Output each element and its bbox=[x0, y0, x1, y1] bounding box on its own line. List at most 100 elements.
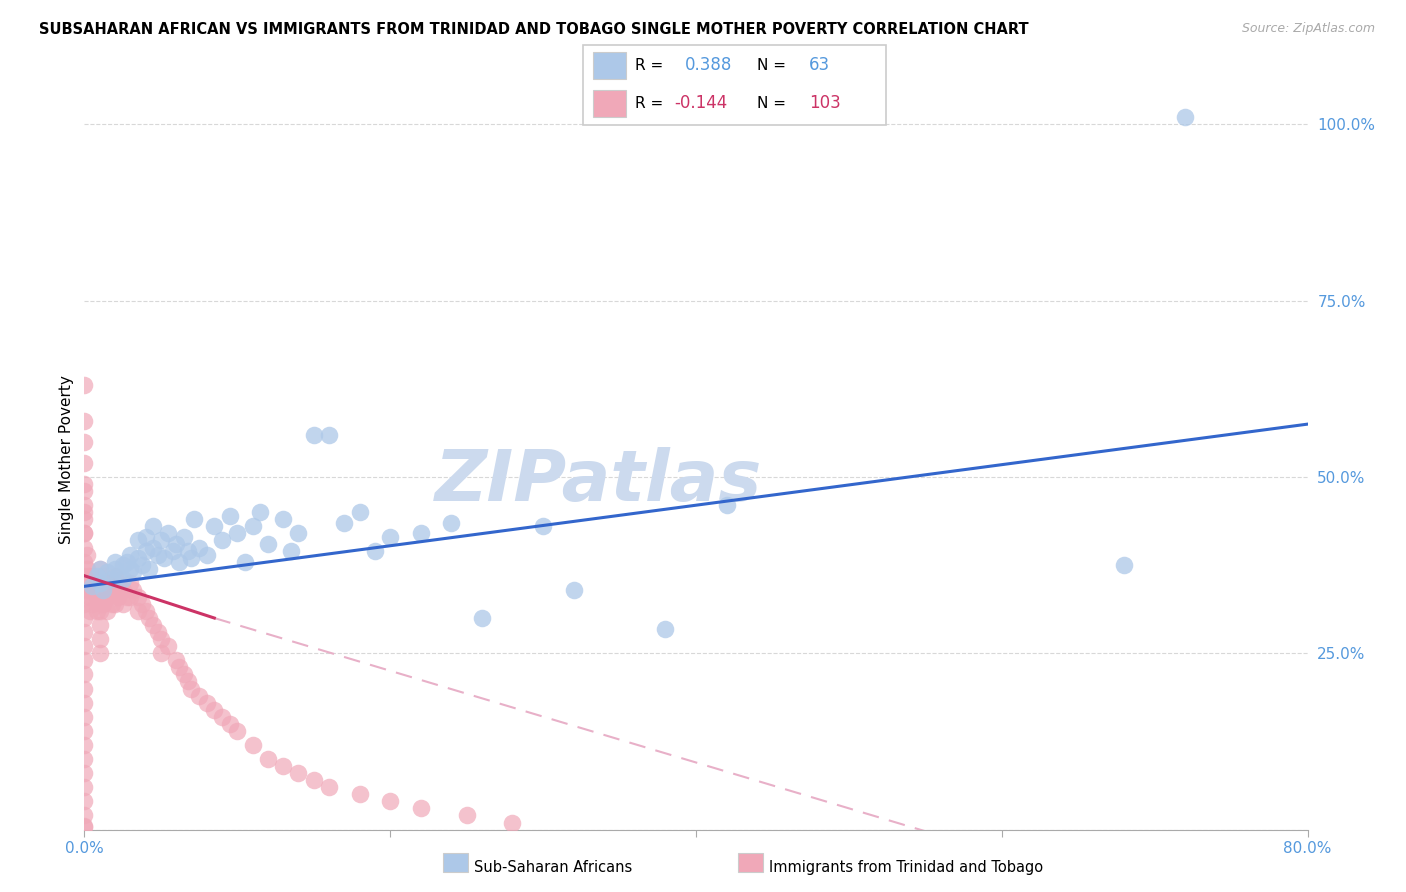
Point bbox=[122, 582, 145, 597]
Point bbox=[349, 505, 371, 519]
Point bbox=[271, 512, 294, 526]
Point bbox=[86, 575, 108, 590]
Point bbox=[96, 590, 118, 604]
Point bbox=[149, 646, 172, 660]
Point bbox=[165, 537, 187, 551]
Point bbox=[101, 597, 124, 611]
Point bbox=[165, 653, 187, 667]
Point bbox=[73, 597, 96, 611]
Point bbox=[180, 681, 202, 696]
Point bbox=[73, 582, 96, 597]
Point bbox=[502, 815, 524, 830]
Point bbox=[73, 512, 96, 526]
Bar bbox=[592, 52, 626, 79]
Point bbox=[149, 632, 172, 647]
Point bbox=[111, 597, 134, 611]
Point bbox=[195, 696, 218, 710]
Point bbox=[135, 604, 157, 618]
Point bbox=[120, 548, 142, 562]
Point bbox=[115, 590, 138, 604]
Point bbox=[440, 516, 463, 530]
Point bbox=[101, 582, 124, 597]
Text: R =: R = bbox=[636, 95, 668, 111]
Point bbox=[73, 484, 96, 499]
Point bbox=[233, 555, 256, 569]
Point bbox=[218, 508, 240, 523]
Text: Sub-Saharan Africans: Sub-Saharan Africans bbox=[474, 861, 633, 875]
Point bbox=[131, 597, 153, 611]
Point bbox=[127, 604, 149, 618]
Point bbox=[173, 530, 195, 544]
Point bbox=[257, 752, 280, 766]
Point bbox=[86, 590, 108, 604]
Point bbox=[183, 512, 205, 526]
Point bbox=[73, 639, 96, 653]
Point bbox=[104, 582, 127, 597]
Point bbox=[364, 544, 387, 558]
Point bbox=[149, 533, 172, 548]
Point bbox=[89, 646, 111, 660]
Point bbox=[302, 427, 325, 442]
Point bbox=[202, 703, 225, 717]
Point bbox=[80, 579, 103, 593]
Text: 103: 103 bbox=[808, 95, 841, 112]
Point bbox=[142, 519, 165, 533]
Point bbox=[242, 738, 264, 752]
Point bbox=[1114, 558, 1136, 573]
Text: N =: N = bbox=[758, 58, 792, 73]
Point bbox=[120, 575, 142, 590]
Point bbox=[73, 505, 96, 519]
Point bbox=[73, 738, 96, 752]
Point bbox=[73, 555, 96, 569]
Point bbox=[73, 456, 96, 470]
Point bbox=[79, 604, 101, 618]
Point bbox=[89, 618, 111, 632]
Text: Immigrants from Trinidad and Tobago: Immigrants from Trinidad and Tobago bbox=[769, 861, 1043, 875]
Point bbox=[91, 582, 114, 597]
Point bbox=[287, 766, 309, 780]
Point bbox=[76, 548, 98, 562]
Point bbox=[96, 575, 118, 590]
Text: SUBSAHARAN AFRICAN VS IMMIGRANTS FROM TRINIDAD AND TOBAGO SINGLE MOTHER POVERTY : SUBSAHARAN AFRICAN VS IMMIGRANTS FROM TR… bbox=[39, 22, 1029, 37]
Point bbox=[127, 590, 149, 604]
Text: ZIPatlas: ZIPatlas bbox=[434, 447, 762, 516]
Point bbox=[271, 759, 294, 773]
Point bbox=[146, 548, 169, 562]
Point bbox=[73, 696, 96, 710]
Text: R =: R = bbox=[636, 58, 668, 73]
Point bbox=[138, 611, 160, 625]
Point bbox=[167, 555, 190, 569]
Point bbox=[142, 541, 165, 555]
Point bbox=[111, 582, 134, 597]
Point bbox=[409, 526, 432, 541]
Point bbox=[73, 723, 96, 738]
Point bbox=[91, 582, 114, 597]
Point bbox=[180, 551, 202, 566]
Point bbox=[157, 526, 180, 541]
Point bbox=[173, 667, 195, 681]
Point bbox=[167, 660, 190, 674]
Point bbox=[1174, 111, 1197, 125]
Point bbox=[73, 434, 96, 449]
Point bbox=[287, 526, 309, 541]
Point bbox=[654, 622, 676, 636]
Point bbox=[91, 568, 114, 582]
Point bbox=[73, 667, 96, 681]
Point bbox=[104, 597, 127, 611]
Point bbox=[115, 555, 138, 569]
Point bbox=[333, 516, 356, 530]
Point bbox=[157, 639, 180, 653]
Text: 0.388: 0.388 bbox=[685, 56, 733, 74]
Point bbox=[257, 537, 280, 551]
Point bbox=[131, 558, 153, 573]
Point bbox=[77, 582, 100, 597]
Point bbox=[73, 752, 96, 766]
Point bbox=[111, 558, 134, 573]
Point bbox=[202, 519, 225, 533]
Point bbox=[138, 562, 160, 576]
Point bbox=[96, 604, 118, 618]
Point bbox=[242, 519, 264, 533]
Point bbox=[73, 794, 96, 808]
Point bbox=[73, 625, 96, 640]
Point bbox=[73, 498, 96, 512]
